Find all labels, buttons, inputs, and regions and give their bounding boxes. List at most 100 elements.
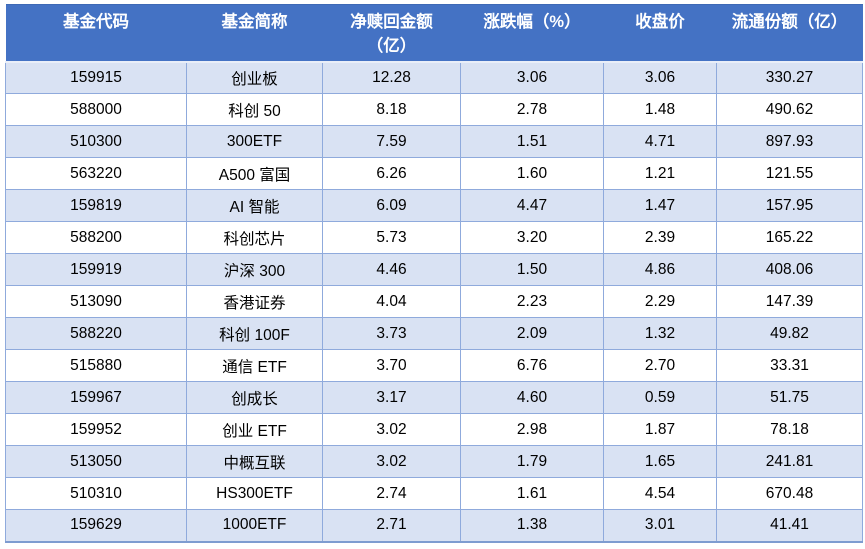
cell-net_redemption: 12.28 — [322, 61, 461, 94]
table-row: 515880 通信 ETF 3.70 6.76 2.70 33.31 — [5, 349, 863, 382]
cell-net_redemption: 3.02 — [322, 445, 461, 478]
table-row: 588200 科创芯片 5.73 3.20 2.39 165.22 — [5, 221, 863, 254]
table-row: 159952 创业 ETF 3.02 2.98 1.87 78.18 — [5, 413, 863, 446]
cell-close_price: 0.59 — [603, 381, 717, 414]
cell-float_shares: 78.18 — [716, 413, 863, 446]
cell-float_shares: 241.81 — [716, 445, 863, 478]
cell-fund_name: 1000ETF — [186, 509, 323, 543]
column-header-line: （亿） — [366, 37, 417, 55]
cell-close_price: 1.48 — [603, 93, 717, 126]
cell-fund_code: 159952 — [5, 413, 187, 446]
column-header-net_redemption: 净赎回金额 （亿） — [322, 4, 461, 63]
cell-change_pct: 2.23 — [460, 285, 604, 318]
column-header-line: 基金简称 — [221, 13, 288, 31]
cell-net_redemption: 6.26 — [322, 157, 461, 190]
cell-change_pct: 3.06 — [460, 61, 604, 94]
cell-float_shares: 157.95 — [716, 189, 863, 222]
table-body: 159915 创业板 12.28 3.06 3.06 330.27 588000 科创 50 8… — [5, 61, 863, 543]
cell-net_redemption: 4.46 — [322, 253, 461, 286]
table-row: 588220 科创 100F 3.73 2.09 1.32 49.82 — [5, 317, 863, 350]
cell-close_price: 1.47 — [603, 189, 717, 222]
cell-close_price: 4.86 — [603, 253, 717, 286]
table-row: 159919 沪深 300 4.46 1.50 4.86 408.06 — [5, 253, 863, 286]
cell-float_shares: 33.31 — [716, 349, 863, 382]
cell-close_price: 4.71 — [603, 125, 717, 158]
fund-table-container: 基金代码 基金简称 净赎回金额 （亿） 涨跌幅（%） 收盘价 流通份额（亿） 159915 创… — [5, 4, 863, 543]
cell-change_pct: 1.51 — [460, 125, 604, 158]
table-row: 513050 中概互联 3.02 1.79 1.65 241.81 — [5, 445, 863, 478]
column-header-line: 流通份额（亿） — [731, 13, 848, 31]
column-header-fund_name: 基金简称 — [186, 4, 323, 63]
cell-fund_code: 159629 — [5, 509, 187, 543]
cell-fund_code: 159967 — [5, 381, 187, 414]
cell-fund_name: A500 富国 — [186, 157, 323, 190]
cell-fund_code: 159819 — [5, 189, 187, 222]
cell-fund_name: 300ETF — [186, 125, 323, 158]
cell-fund_code: 563220 — [5, 157, 187, 190]
cell-float_shares: 330.27 — [716, 61, 863, 94]
column-header-line: 收盘价 — [635, 13, 685, 31]
cell-fund_name: 沪深 300 — [186, 253, 323, 286]
cell-fund_code: 588220 — [5, 317, 187, 350]
cell-change_pct: 2.78 — [460, 93, 604, 126]
cell-fund_name: 科创 100F — [186, 317, 323, 350]
cell-float_shares: 897.93 — [716, 125, 863, 158]
cell-change_pct: 1.79 — [460, 445, 604, 478]
cell-net_redemption: 6.09 — [322, 189, 461, 222]
cell-net_redemption: 7.59 — [322, 125, 461, 158]
cell-net_redemption: 2.71 — [322, 509, 461, 543]
cell-float_shares: 121.55 — [716, 157, 863, 190]
cell-net_redemption: 3.17 — [322, 381, 461, 414]
cell-change_pct: 3.20 — [460, 221, 604, 254]
cell-close_price: 4.54 — [603, 477, 717, 510]
cell-net_redemption: 3.73 — [322, 317, 461, 350]
table-row: 588000 科创 50 8.18 2.78 1.48 490.62 — [5, 93, 863, 126]
cell-float_shares: 51.75 — [716, 381, 863, 414]
table-row: 159819 AI 智能 6.09 4.47 1.47 157.95 — [5, 189, 863, 222]
cell-close_price: 3.01 — [603, 509, 717, 543]
table-row: 159629 1000ETF 2.71 1.38 3.01 41.41 — [5, 509, 863, 543]
column-header-fund_code: 基金代码 — [5, 4, 187, 63]
cell-close_price: 3.06 — [603, 61, 717, 94]
cell-close_price: 1.21 — [603, 157, 717, 190]
table-row: 513090 香港证券 4.04 2.23 2.29 147.39 — [5, 285, 863, 318]
cell-fund_code: 510300 — [5, 125, 187, 158]
cell-float_shares: 490.62 — [716, 93, 863, 126]
cell-fund_code: 159919 — [5, 253, 187, 286]
cell-net_redemption: 5.73 — [322, 221, 461, 254]
cell-fund_name: 中概互联 — [186, 445, 323, 478]
cell-close_price: 1.32 — [603, 317, 717, 350]
cell-close_price: 2.70 — [603, 349, 717, 382]
cell-fund_name: 创成长 — [186, 381, 323, 414]
header-row: 基金代码 基金简称 净赎回金额 （亿） 涨跌幅（%） 收盘价 流通份额（亿） — [5, 4, 863, 63]
table-row: 159967 创成长 3.17 4.60 0.59 51.75 — [5, 381, 863, 414]
cell-fund_code: 513090 — [5, 285, 187, 318]
fund-table: 基金代码 基金简称 净赎回金额 （亿） 涨跌幅（%） 收盘价 流通份额（亿） 159915 创… — [5, 4, 863, 543]
cell-float_shares: 408.06 — [716, 253, 863, 286]
cell-float_shares: 670.48 — [716, 477, 863, 510]
cell-close_price: 1.87 — [603, 413, 717, 446]
cell-change_pct: 1.60 — [460, 157, 604, 190]
cell-change_pct: 1.61 — [460, 477, 604, 510]
column-header-float_shares: 流通份额（亿） — [716, 4, 863, 63]
column-header-line: 涨跌幅（%） — [483, 13, 581, 31]
table-row: 159915 创业板 12.28 3.06 3.06 330.27 — [5, 61, 863, 94]
cell-float_shares: 41.41 — [716, 509, 863, 543]
cell-change_pct: 2.98 — [460, 413, 604, 446]
cell-net_redemption: 3.02 — [322, 413, 461, 446]
cell-fund_code: 515880 — [5, 349, 187, 382]
cell-fund_name: 创业板 — [186, 61, 323, 94]
cell-fund_name: AI 智能 — [186, 189, 323, 222]
cell-close_price: 1.65 — [603, 445, 717, 478]
cell-change_pct: 1.38 — [460, 509, 604, 543]
cell-fund_name: 创业 ETF — [186, 413, 323, 446]
cell-float_shares: 49.82 — [716, 317, 863, 350]
cell-net_redemption: 3.70 — [322, 349, 461, 382]
cell-net_redemption: 8.18 — [322, 93, 461, 126]
column-header-change_pct: 涨跌幅（%） — [460, 4, 604, 63]
cell-fund_name: HS300ETF — [186, 477, 323, 510]
cell-float_shares: 165.22 — [716, 221, 863, 254]
table-row: 510300 300ETF 7.59 1.51 4.71 897.93 — [5, 125, 863, 158]
cell-change_pct: 4.60 — [460, 381, 604, 414]
